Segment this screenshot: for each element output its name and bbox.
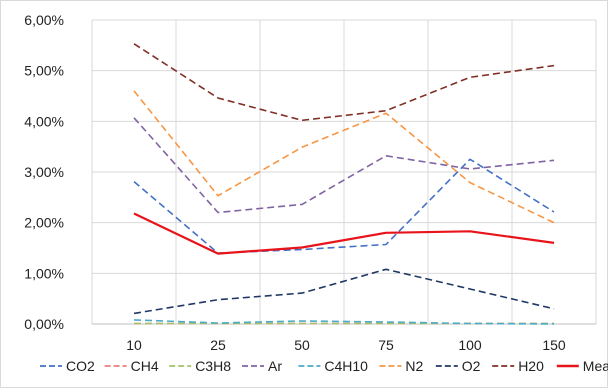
series-line-ar (133, 117, 555, 214)
y-axis-ticks: 0,00% 1,00% 2,00% 3,00% 4,00% 5,00% 6,00% (24, 12, 64, 332)
y-tick-label: 1,00% (24, 265, 64, 281)
x-tick-label: 10 (126, 337, 142, 353)
series-line-n2 (133, 90, 555, 224)
y-tick-label: 3,00% (24, 164, 64, 180)
series-line-h20 (133, 43, 555, 122)
legend-label-c3h8: C3H8 (195, 358, 231, 374)
legend-label-c4h10: C4H10 (324, 358, 368, 374)
legend-label-mean: Mean (583, 358, 608, 374)
y-tick-label: 2,00% (24, 215, 64, 231)
legend-label-co2: CO2 (66, 358, 95, 374)
x-tick-label: 75 (378, 337, 394, 353)
gridlines (91, 19, 597, 325)
y-tick-label: 0,00% (24, 316, 64, 332)
legend-label-o2: O2 (462, 358, 481, 374)
legend-label-h20: H20 (518, 358, 544, 374)
series-line-o2 (133, 268, 555, 315)
series-lines (133, 43, 555, 325)
y-tick-label: 6,00% (24, 12, 64, 28)
x-tick-label: 100 (458, 337, 482, 353)
x-axis-ticks: 10 25 50 75 100 150 (126, 337, 566, 353)
legend-label-n2: N2 (405, 358, 423, 374)
y-tick-label: 4,00% (24, 113, 64, 129)
x-tick-label: 25 (210, 337, 226, 353)
x-tick-label: 50 (294, 337, 310, 353)
series-line-co2 (133, 158, 555, 254)
legend-label-ch4: CH4 (131, 358, 159, 374)
y-tick-label: 5,00% (24, 63, 64, 79)
legend: CO2 CH4 C3H8 Ar C4H10 N2 O2 H20 Mean (40, 358, 608, 374)
series-line-mean (133, 212, 555, 255)
legend-label-ar: Ar (268, 358, 282, 374)
x-tick-label: 150 (542, 337, 566, 353)
series-line-c4h10 (133, 319, 555, 325)
